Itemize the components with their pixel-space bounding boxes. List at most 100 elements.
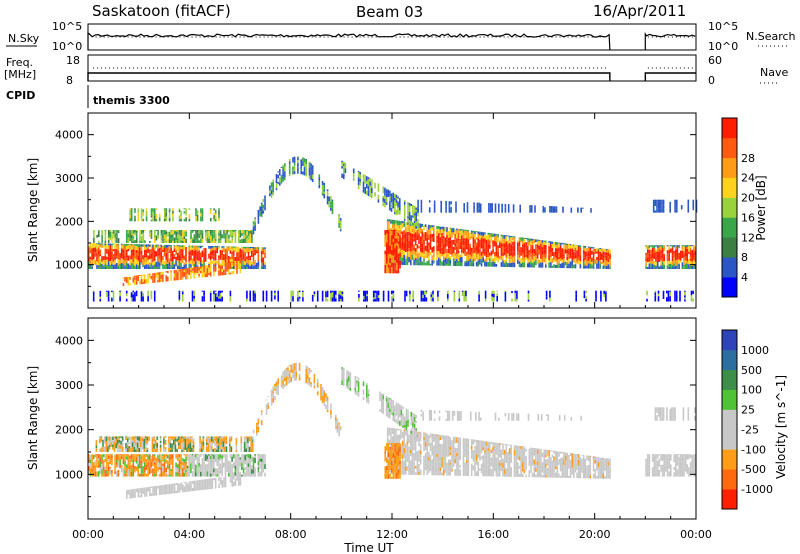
power-cell-main-late (505, 236, 508, 242)
power-cell-arch (260, 214, 263, 217)
velocity-cell-late (490, 442, 493, 445)
power-y-axis-label: Slant Range [km] (26, 158, 40, 262)
velocity-cell-main (130, 454, 133, 458)
velocity-cell-late (508, 467, 511, 472)
power-cell-main (188, 246, 190, 252)
power-cell-main-end (683, 259, 685, 265)
power-cell-ground (478, 290, 480, 295)
power-cell-main-late (386, 237, 389, 240)
power-cell-main-late (408, 235, 410, 241)
power-cell-ground (422, 290, 424, 295)
power-cell-main (200, 245, 202, 247)
power-cell-green (127, 237, 130, 243)
velocity-cell-late (484, 450, 486, 453)
power-cell-main (224, 259, 227, 263)
power-cell-lower (176, 269, 179, 272)
velocity-cell-late (416, 437, 419, 442)
velocity-cell-late (530, 454, 532, 459)
power-cell-main-end (661, 266, 664, 269)
power-cell-ground (605, 295, 607, 298)
velocity-cell-main (137, 454, 139, 457)
power-cell-arch (311, 165, 314, 170)
power-cell-scatter (466, 202, 469, 204)
power-cell-main (257, 249, 260, 255)
power-cell-spike (394, 263, 396, 269)
power-cell-main-late (454, 233, 456, 240)
power-cell-main-late (419, 262, 422, 266)
power-cell-green-upper (168, 209, 171, 213)
velocity-cell-late (418, 472, 420, 475)
power-cell-arch-down (408, 205, 411, 210)
power-cell-scatter (562, 206, 564, 208)
velocity-cell-late (414, 446, 417, 452)
power-cell-ground (463, 299, 465, 302)
velocity-cell-late (492, 470, 494, 474)
power-cell-main-late (466, 251, 468, 256)
velocity-cell-late (442, 449, 445, 455)
power-cell-arch-down (364, 177, 366, 184)
power-cell-green (185, 231, 187, 237)
power-cell-ground (326, 290, 329, 293)
power-cell-main-late (558, 252, 560, 257)
power-cell-arch (260, 205, 263, 207)
power-cell-main (262, 262, 265, 267)
power-cell-green (249, 236, 252, 240)
power-cell-main (120, 256, 123, 258)
power-cell-scatter-end (676, 202, 678, 207)
power-cell-main-late (508, 248, 511, 252)
velocity-cell-late (396, 472, 399, 475)
power-cell-main (204, 248, 207, 254)
power-cell-lower (158, 277, 161, 283)
velocity-cell-main (237, 466, 240, 472)
power-cell-main-late (436, 251, 438, 255)
power-cell-ground (527, 293, 530, 296)
power-cell-green (210, 235, 212, 241)
power-cell-arch-down (341, 173, 343, 178)
power-cell-main-late (446, 244, 448, 247)
velocity-cell-main (160, 467, 163, 474)
velocity-cell-late (436, 444, 438, 446)
power-cell-arch-down (399, 210, 401, 215)
velocity-cell-late (497, 465, 499, 471)
power-cell-main-late (452, 246, 455, 251)
power-cell-main-late (495, 252, 498, 257)
velocity-cell-late (466, 439, 468, 445)
power-cell-main-late (566, 265, 568, 269)
velocity-cell-late (418, 457, 420, 462)
power-cell-scatter (512, 204, 515, 206)
power-cell-ground (297, 297, 299, 302)
power-cell-main-late (418, 245, 420, 249)
power-cell-main-late (449, 250, 452, 255)
power-cell-main (157, 245, 159, 249)
power-cell-main-late (405, 230, 407, 233)
velocity-cell-late (414, 436, 417, 441)
velocity-cell-late (508, 461, 511, 465)
velocity-cell-main (191, 460, 194, 464)
power-cell-ground (669, 290, 671, 292)
power-cell-arch (331, 200, 334, 205)
velocity-cell-main (183, 454, 186, 456)
power-cell-main (160, 262, 163, 266)
power-cell-green (247, 230, 250, 236)
velocity-cell-late (441, 453, 443, 458)
power-cell-scatter (555, 208, 558, 213)
power-cell-main (219, 255, 222, 260)
velocity-cell-main (218, 474, 220, 477)
power-cell-main-late (597, 248, 600, 251)
velocity-cell-main (165, 456, 167, 460)
power-cell-main (252, 248, 255, 254)
power-cell-ground (423, 294, 426, 299)
velocity-cell-main (221, 461, 223, 464)
power-cell-ground (692, 291, 694, 294)
velocity-cell-main (162, 454, 164, 457)
power-cell-main-late (472, 258, 475, 263)
power-cell-arch (254, 225, 256, 231)
velocity-cell-main (198, 462, 200, 467)
power-cell-main-late (467, 231, 470, 236)
power-cell-green-upper (185, 217, 187, 222)
velocity-cell-late (464, 453, 466, 457)
power-cell-spike (391, 241, 393, 245)
power-cell-main-late (464, 229, 466, 231)
power-cell-main (242, 264, 245, 269)
power-cell-ground (311, 294, 314, 297)
